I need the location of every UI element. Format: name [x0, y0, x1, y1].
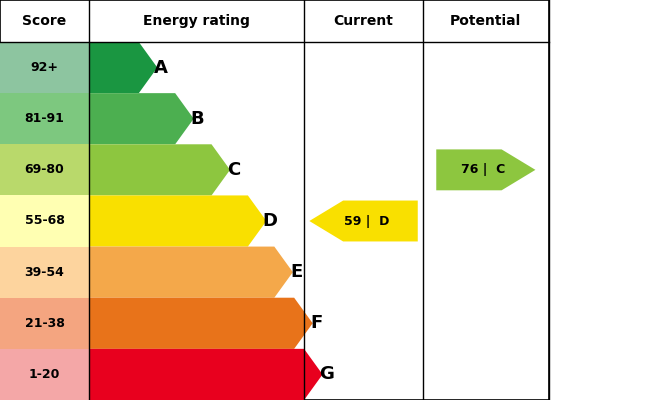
Text: 21-38: 21-38 — [24, 317, 65, 330]
Bar — [0, 298, 89, 349]
Text: Energy rating: Energy rating — [143, 14, 250, 28]
Text: D: D — [263, 212, 278, 230]
Bar — [0, 93, 89, 144]
Bar — [0, 196, 89, 246]
Polygon shape — [89, 144, 230, 196]
Bar — [0, 144, 89, 196]
Text: 92+: 92+ — [30, 61, 59, 74]
Bar — [0, 246, 89, 298]
Text: 69-80: 69-80 — [24, 163, 65, 176]
Polygon shape — [89, 93, 194, 144]
Text: A: A — [155, 58, 168, 76]
Text: 55-68: 55-68 — [24, 214, 65, 228]
Text: Potential: Potential — [450, 14, 522, 28]
Text: Score: Score — [22, 14, 67, 28]
Polygon shape — [436, 150, 535, 190]
Text: 1-20: 1-20 — [29, 368, 60, 381]
Text: 39-54: 39-54 — [24, 266, 65, 279]
Polygon shape — [89, 196, 266, 246]
Text: B: B — [191, 110, 204, 128]
Text: 76 |  C: 76 | C — [461, 163, 506, 176]
Text: 59 |  D: 59 | D — [344, 214, 389, 228]
Text: 81-91: 81-91 — [24, 112, 65, 125]
Polygon shape — [309, 200, 418, 242]
Bar — [0, 0, 549, 400]
Text: C: C — [227, 161, 241, 179]
Text: G: G — [319, 366, 334, 384]
Polygon shape — [89, 349, 323, 400]
Polygon shape — [89, 246, 293, 298]
Text: E: E — [291, 263, 303, 281]
Text: F: F — [311, 314, 323, 332]
Polygon shape — [89, 298, 313, 349]
Polygon shape — [89, 42, 157, 93]
Bar — [0, 42, 89, 93]
Text: Current: Current — [334, 14, 393, 28]
Bar — [0, 349, 89, 400]
